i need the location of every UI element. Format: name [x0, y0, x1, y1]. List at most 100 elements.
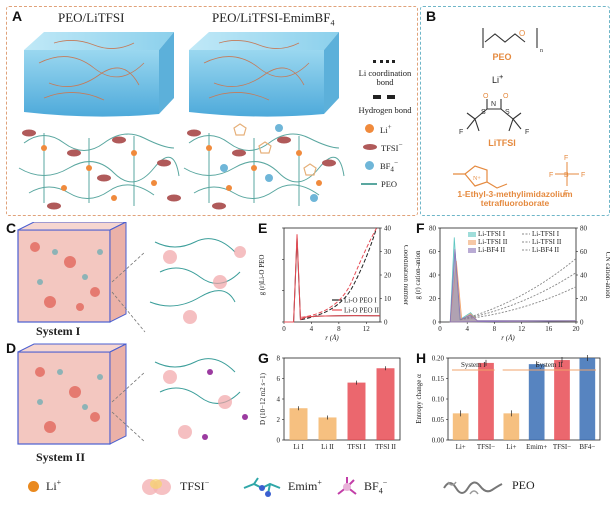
x-tick-label: 4 [310, 325, 314, 333]
rdf-line-series-2 [284, 234, 381, 323]
bar-4 [528, 364, 545, 440]
svg-text:F: F [549, 172, 553, 179]
panel-d-label: D [6, 340, 17, 356]
x-tick-label: 0 [282, 325, 286, 333]
yl-tick-label: 0 [433, 319, 437, 327]
yr-tick-label: 20 [580, 295, 588, 303]
panel-b-frame [420, 6, 610, 216]
x-tick-label: Li I [293, 443, 304, 451]
x-tick-label: Emim+ [526, 443, 547, 451]
peo-structure [482, 28, 538, 48]
bf4-ion-label: BF4− [380, 158, 398, 174]
group-label-1: System I [461, 361, 486, 369]
x-tick-label: TFSI− [477, 443, 495, 451]
x-tick-label: Li+ [506, 443, 516, 451]
network-right [183, 133, 345, 206]
chart-e: 0 4 8 12 0 10 20 30 40 r (Å) g (r)Li-O PEO Coordina… [258, 225, 408, 343]
bar-5 [554, 360, 570, 440]
cn-line-series-2 [460, 272, 577, 321]
tfsi-ion-icon [363, 143, 377, 150]
bar-1 [289, 408, 308, 440]
y-tick-label: 0.10 [432, 396, 445, 404]
x-tick-label: 12 [518, 325, 526, 333]
yl-tick-label: 20 [429, 295, 437, 303]
yr-tick-label: 20 [384, 272, 392, 280]
y-tick-label: 4 [277, 396, 281, 404]
hbond-symbol [373, 95, 395, 103]
legend-emim-icon [243, 477, 281, 497]
legend-label-2: Li-TFSI II [478, 238, 508, 246]
yr-tick-label: 40 [384, 225, 392, 233]
bar-3 [503, 413, 520, 440]
panel-g-label: G [258, 350, 269, 366]
coord-bond-symbol [373, 60, 395, 66]
li-cation-label: Li+ [492, 72, 504, 85]
legend-label-2: Li-O PEO II [344, 307, 380, 315]
legend-label-1: Li-TFSI I [478, 230, 506, 238]
x-axis-label: r (Å) [325, 334, 339, 342]
chart-h: 0.00 0.05 0.10 0.15 0.20 Entropy change α Li+ T… [415, 355, 601, 451]
rdf-area-series-2 [449, 260, 577, 323]
legend-tfsi-icon [142, 479, 171, 495]
panel-h-label: H [416, 350, 427, 366]
x-axis-label: r (Å) [501, 334, 515, 342]
panel-f-label: F [416, 220, 425, 236]
svg-text:n: n [540, 48, 543, 54]
svg-text:F: F [459, 129, 463, 136]
cn-line-series-1 [301, 227, 378, 321]
coord-bond-label: Li coordination bond [358, 68, 412, 87]
x-tick-label: 16 [545, 325, 553, 333]
bar-6 [579, 358, 596, 440]
litfsi-name: LiTFSI [488, 138, 516, 148]
svg-text:S: S [481, 109, 486, 116]
cn-line-series-2 [301, 227, 378, 318]
yr-tick-label: 10 [384, 295, 392, 303]
legend-cn-label-3: Li-BF4 II [532, 246, 560, 254]
legend-cn-label-2: Li-TFSI II [532, 238, 562, 246]
x-tick-label: 20 [573, 325, 581, 333]
svg-text:O: O [483, 93, 489, 100]
yr-tick-label: 60 [580, 248, 588, 256]
panel-a-label: A [12, 8, 23, 24]
y-axis-right-label: Coordination number [402, 245, 408, 306]
gel-block-right [189, 32, 339, 117]
panel-a-left-title: PEO/LiTFSI [58, 10, 125, 25]
system-2-label: System II [36, 450, 86, 464]
panel-b-label: B [426, 8, 437, 24]
y-tick-label: 6 [277, 375, 281, 383]
bar-3 [347, 382, 366, 440]
bar-2 [478, 362, 494, 440]
legend-peo-icon [443, 481, 503, 495]
peo-chain-icon [361, 183, 377, 186]
peo-label: PEO [381, 179, 398, 190]
bf4-ion-icon [365, 161, 374, 171]
y-tick-label: 0.05 [432, 416, 445, 424]
rdf-area-series-3 [449, 249, 577, 323]
yr-tick-label: 0 [384, 319, 388, 327]
y-tick-label: 0.20 [432, 355, 445, 363]
x-tick-label: BF4− [579, 443, 595, 451]
legend-swatch-2 [468, 240, 476, 245]
y-axis-label: D (10−12 m2 s−1) [259, 372, 267, 425]
y-axis-left-label: g (r) cation-anion [414, 250, 422, 299]
y-tick-label: 0.00 [432, 437, 445, 445]
hbond-label: Hydrogen bond [358, 105, 412, 115]
svg-text:F: F [525, 129, 529, 136]
yr-tick-label: 80 [580, 225, 588, 233]
li-ion-label: Li+ [380, 123, 392, 135]
yr-tick-label: 0 [580, 319, 584, 327]
panel-a-illustration [18, 32, 345, 210]
bar-4 [376, 368, 395, 440]
legend-tfsi-label: TFSI− [180, 478, 210, 493]
x-tick-label: TFSI II [375, 443, 396, 451]
svg-text:F: F [581, 172, 585, 179]
y-axis-label: Entropy change α [415, 374, 423, 424]
bar-2 [318, 417, 337, 440]
legend-li-label: Li+ [46, 478, 62, 493]
svg-text:O: O [519, 29, 525, 38]
legend-bf4-label: BF4− [364, 478, 388, 496]
svg-text:B: B [564, 172, 569, 179]
x-tick-label: 4 [465, 325, 469, 333]
x-tick-label: 0 [438, 325, 442, 333]
